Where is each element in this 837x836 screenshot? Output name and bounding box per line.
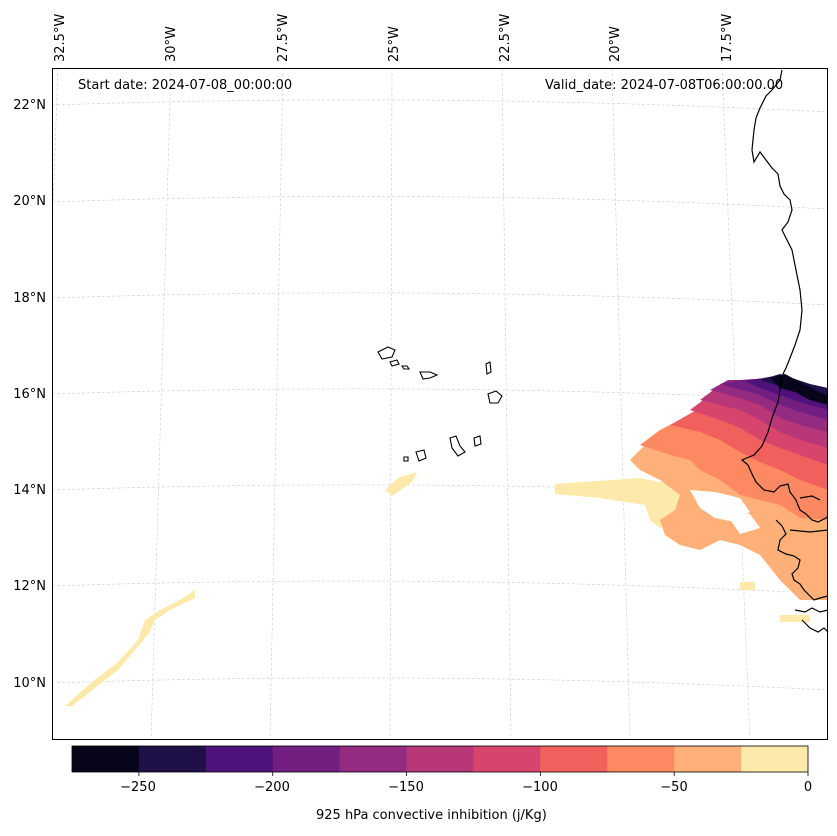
cin-band bbox=[555, 478, 688, 528]
africa-coastline bbox=[740, 69, 828, 523]
colorbar-swatch bbox=[406, 746, 474, 772]
colorbar-frame bbox=[71, 745, 809, 773]
colorbar-swatch bbox=[674, 746, 742, 772]
island bbox=[415, 449, 427, 462]
lon-tick-label: 22.5°W bbox=[498, 13, 513, 62]
colorbar-tick-label: −150 bbox=[388, 780, 424, 795]
map-panel bbox=[52, 68, 828, 740]
lat-tick-label: 14°N bbox=[13, 483, 46, 498]
island bbox=[389, 359, 400, 367]
cin-gap bbox=[725, 512, 760, 534]
cin-band bbox=[770, 374, 828, 405]
colorbar-swatch bbox=[205, 746, 274, 772]
cin-band bbox=[780, 615, 810, 622]
island bbox=[449, 435, 466, 457]
lat-tick-label: 22°N bbox=[13, 98, 46, 113]
cin-band bbox=[745, 376, 828, 410]
lat-tick-label: 18°N bbox=[13, 291, 46, 306]
lat-tick-label: 10°N bbox=[13, 676, 46, 691]
island bbox=[473, 435, 482, 447]
valid-date-label: Valid_date: 2024-07-08T06:00:00.00 bbox=[545, 78, 784, 93]
lat-tick-label: 16°N bbox=[13, 387, 46, 402]
cape-verde-islands bbox=[377, 346, 503, 462]
colorbar-label: 925 hPa convective inhibition (j/Kg) bbox=[316, 808, 547, 823]
colorbar-tick-label: −100 bbox=[522, 780, 558, 795]
colorbar-tick-label: 0 bbox=[803, 780, 813, 795]
island bbox=[403, 456, 409, 462]
colorbar-tick-label: −50 bbox=[660, 780, 688, 795]
coastline bbox=[740, 69, 828, 633]
island bbox=[400, 365, 411, 370]
colorbar-swatch bbox=[473, 746, 541, 772]
lat-tick-label: 20°N bbox=[13, 194, 46, 209]
lon-tick-label: 17.5°W bbox=[720, 13, 735, 62]
lon-tick-label: 32.5°W bbox=[53, 13, 68, 62]
colorbar-tick-label: −250 bbox=[120, 780, 156, 795]
colorbar-swatch bbox=[138, 746, 207, 772]
colorbar-swatch bbox=[607, 746, 675, 772]
lon-tick-label: 25°W bbox=[387, 26, 402, 62]
lon-tick-label: 20°W bbox=[608, 26, 623, 62]
cin-band bbox=[385, 472, 417, 496]
cin-field bbox=[65, 374, 828, 706]
colorbar-swatch bbox=[72, 746, 140, 772]
lon-tick-label: 30°W bbox=[164, 26, 179, 62]
island bbox=[485, 361, 492, 375]
island bbox=[419, 371, 439, 380]
colorbar-swatch bbox=[339, 746, 408, 772]
lat-tick-label: 12°N bbox=[13, 579, 46, 594]
start-date-label: Start date: 2024-07-08_00:00:00 bbox=[78, 78, 293, 93]
cin-band bbox=[740, 582, 755, 590]
colorbar-swatch bbox=[540, 746, 608, 772]
island bbox=[487, 390, 503, 404]
colorbar-tick-label: −200 bbox=[254, 780, 290, 795]
colorbar-swatch bbox=[741, 746, 809, 772]
island bbox=[377, 346, 396, 360]
colorbar bbox=[71, 745, 809, 776]
cin-band bbox=[65, 590, 195, 706]
lon-tick-label: 27.5°W bbox=[276, 13, 291, 62]
colorbar-swatch bbox=[272, 746, 341, 772]
